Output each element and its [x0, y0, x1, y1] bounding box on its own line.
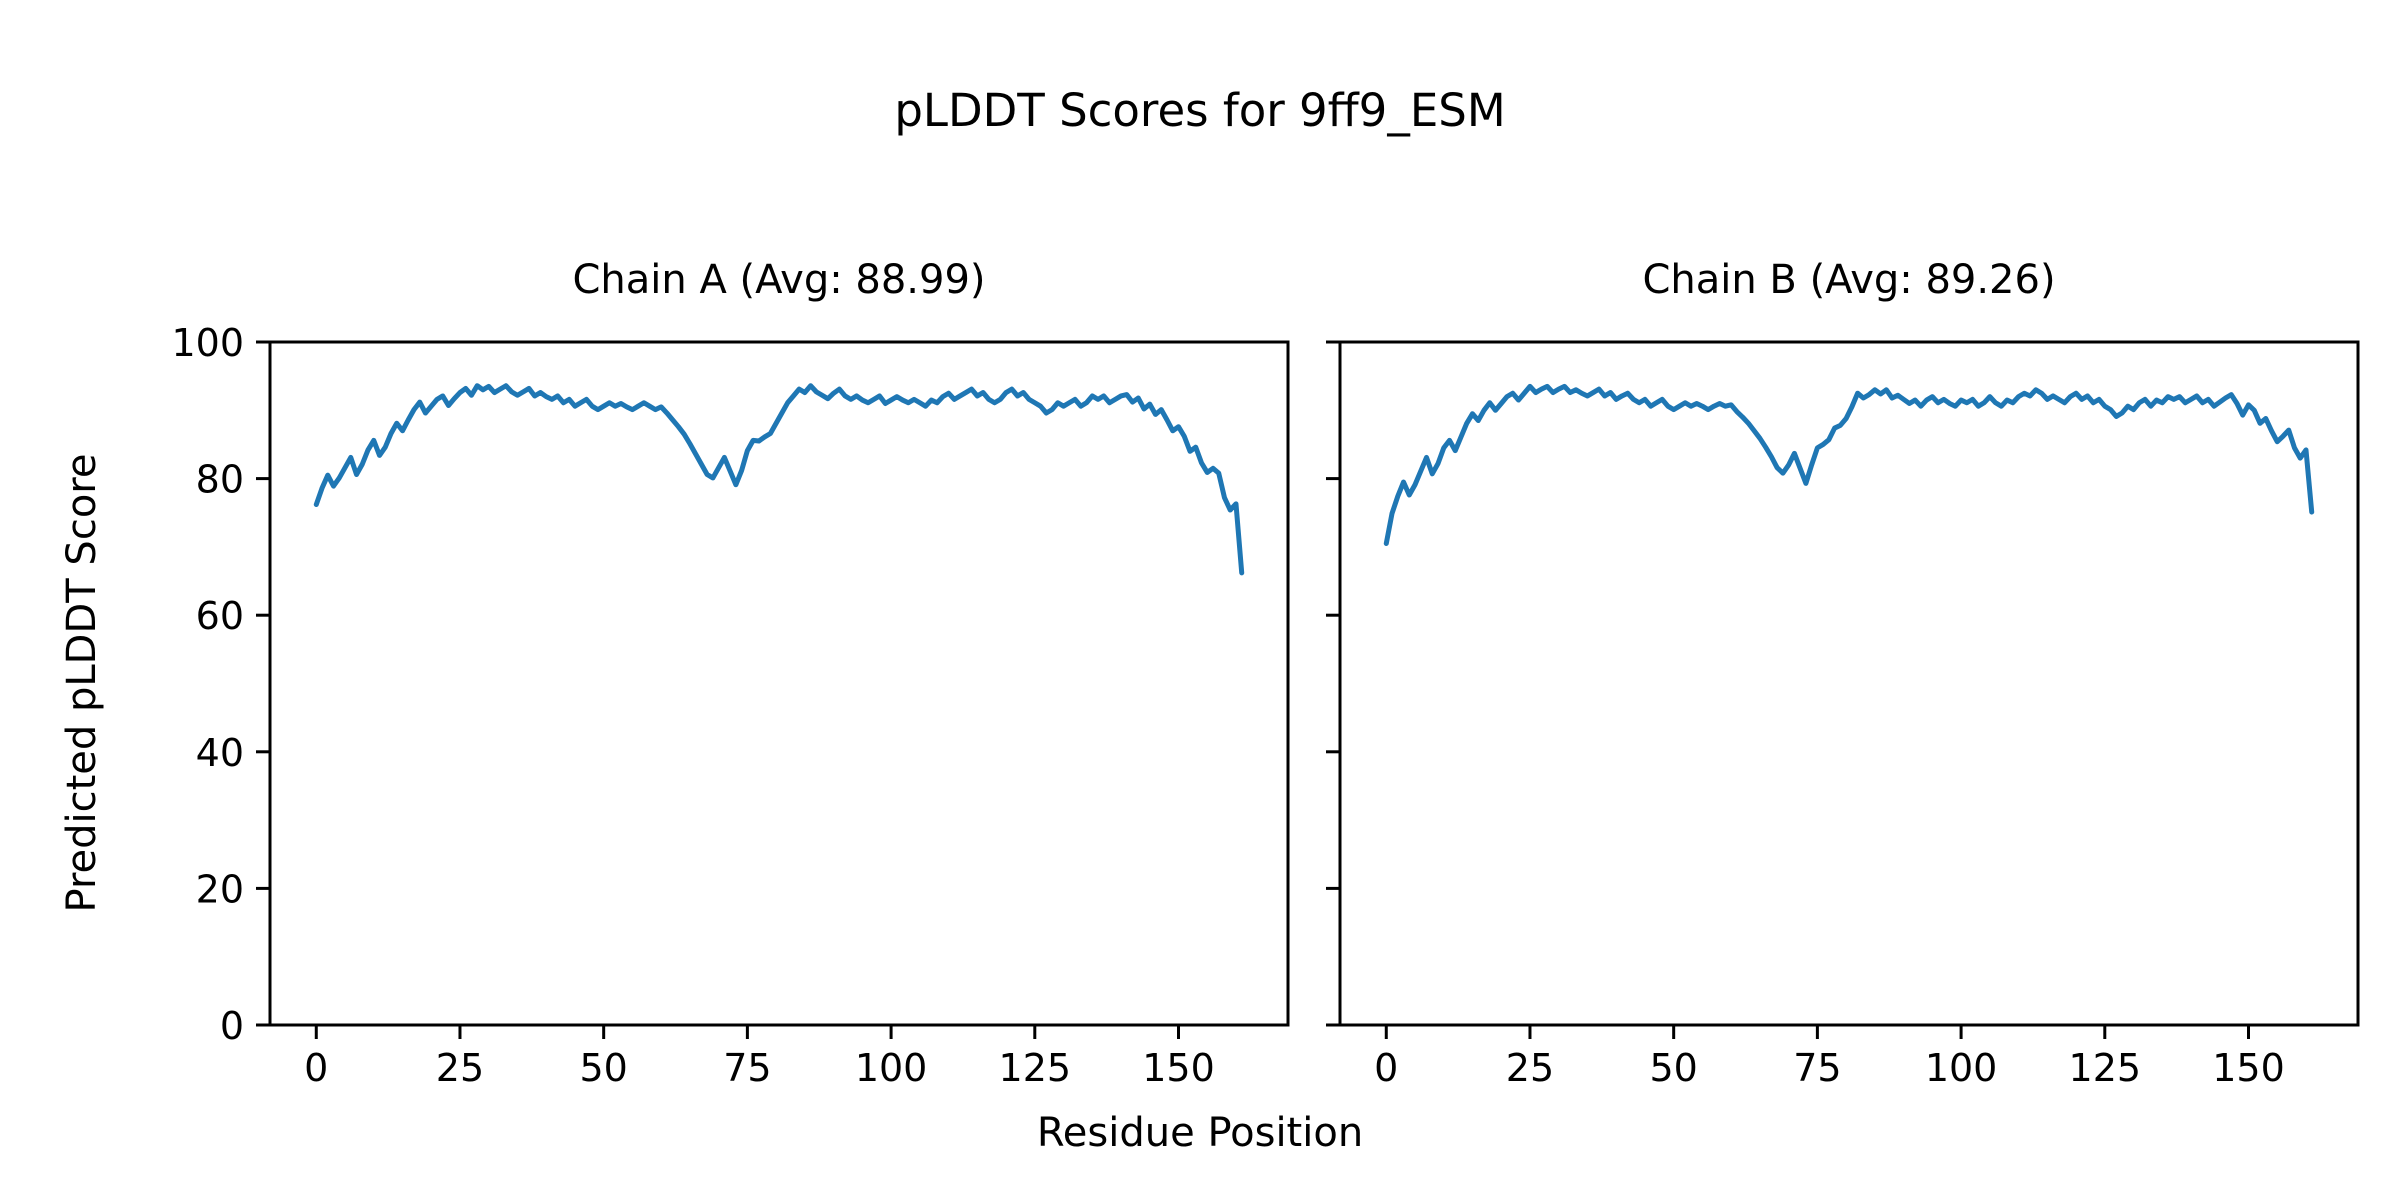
subplot-a-title: Chain A (Avg: 88.99) [572, 257, 986, 303]
x-tick-label: 125 [2069, 1046, 2142, 1090]
plddt-line-chain-a [313, 383, 1245, 576]
y-tick-label: 60 [196, 594, 244, 638]
x-tick-label: 25 [436, 1046, 484, 1090]
x-tick-label: 150 [2212, 1046, 2285, 1090]
x-tick-label: 100 [855, 1046, 928, 1090]
y-tick-label: 0 [220, 1004, 244, 1048]
x-tick-label: 0 [304, 1046, 328, 1090]
x-tick-label: 50 [580, 1046, 628, 1090]
y-tick-label: 20 [196, 867, 244, 911]
subplot-b-title: Chain B (Avg: 89.26) [1642, 257, 2056, 303]
x-tick-label: 25 [1506, 1046, 1554, 1090]
x-tick-label: 0 [1374, 1046, 1398, 1090]
x-tick-label: 150 [1142, 1046, 1215, 1090]
x-tick-label: 75 [1793, 1046, 1841, 1090]
figure-title: pLDDT Scores for 9ff9_ESM [894, 84, 1506, 137]
axes-frame [1338, 340, 2360, 1027]
x-tick-label: 125 [999, 1046, 1072, 1090]
x-tick-label: 100 [1925, 1046, 1998, 1090]
x-axis-label: Residue Position [1036, 1110, 1364, 1156]
plddt-line-chain-b [1383, 383, 2315, 546]
axes-frame [268, 340, 1290, 1027]
x-tick-label: 75 [723, 1046, 771, 1090]
y-tick-label: 100 [171, 321, 244, 365]
y-tick-label: 80 [196, 458, 244, 502]
x-tick-label: 50 [1650, 1046, 1698, 1090]
y-tick-label: 40 [196, 731, 244, 775]
